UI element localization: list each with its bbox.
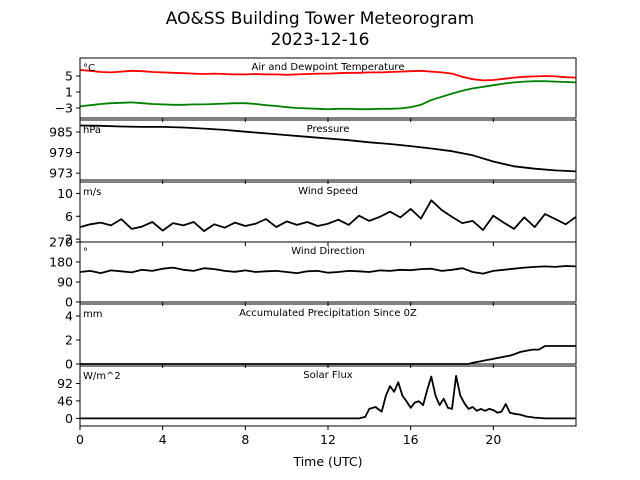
- series-line-wind-speed-0: [79, 199, 577, 233]
- panels-group: 51−3 °C Air and Dewpoint Temperature 985 979…: [49, 57, 577, 430]
- panel-solar-flux: 92 46 0 W/m^2 Solar Flux: [57, 365, 577, 430]
- x-axis-label: Time (UTC): [292, 454, 362, 469]
- panel-unit-label: mm: [83, 309, 102, 320]
- y-tick-label: 270: [49, 235, 73, 250]
- y-tick-label: 4: [65, 309, 73, 324]
- y-tick-label: 2: [65, 232, 73, 247]
- panel-title: Wind Direction: [291, 246, 365, 257]
- panel-title: Accumulated Precipitation Since 0Z: [239, 308, 417, 319]
- series-line-air-and-dewpoint-temperature-0: [79, 69, 577, 82]
- panel-air-and-dewpoint-temperature: 51−3 °C Air and Dewpoint Temperature: [55, 57, 577, 122]
- y-tick-label: 0: [65, 411, 73, 426]
- panel-title: Wind Speed: [298, 186, 358, 197]
- panel-unit-label: m/s: [83, 187, 101, 198]
- panel-pressure: 985 979 973 hPa Pressure: [49, 119, 577, 184]
- panel-title: Pressure: [307, 124, 350, 135]
- series-line-air-and-dewpoint-temperature-1: [79, 80, 577, 111]
- series-line-wind-direction-0: [79, 265, 577, 275]
- panel-unit-label: °C: [83, 63, 95, 74]
- panel-title: Air and Dewpoint Temperature: [252, 62, 405, 73]
- series-line-accumulated-precipitation-since-0z-0: [80, 345, 576, 365]
- y-tick-label: 985: [49, 125, 73, 140]
- panel-wind-direction: 270 180 90 0 ° Wind Direction: [49, 235, 577, 310]
- x-tick-label: 12: [320, 432, 336, 447]
- series-line-solar-flux-0: [80, 374, 576, 420]
- y-tick-label: 10: [57, 186, 73, 201]
- y-tick-label: 2: [65, 333, 73, 348]
- x-tick-label: 4: [159, 432, 167, 447]
- y-tick-label: 6: [65, 209, 73, 224]
- x-tick-label: 20: [485, 432, 501, 447]
- figure-title-line1: AO&SS Building Tower Meteorogram: [166, 9, 474, 29]
- y-tick-label: 5: [65, 69, 73, 84]
- panel-unit-label: °: [83, 247, 88, 258]
- panel-unit-label: W/m^2: [83, 371, 121, 382]
- x-tick-label: 16: [403, 432, 419, 447]
- panel-wind-speed: 10 6 2 m/s Wind Speed: [57, 181, 577, 247]
- y-tick-label: 46: [57, 393, 73, 408]
- y-tick-label: 92: [57, 376, 73, 391]
- y-tick-label: 0: [65, 295, 73, 310]
- y-tick-label: 973: [49, 166, 73, 181]
- y-tick-label: 1: [65, 85, 73, 100]
- panel-title: Solar Flux: [303, 370, 353, 381]
- y-tick-label: 180: [49, 255, 73, 270]
- y-tick-label: 0: [65, 357, 73, 372]
- y-tick-label: 90: [57, 275, 73, 290]
- panel-accumulated-precipitation-since-0z: 4 2 0 mm Accumulated Precipitation Since 0Z: [65, 303, 577, 372]
- x-tick-label: 8: [241, 432, 249, 447]
- y-tick-label: −3: [55, 101, 73, 116]
- y-tick-label: 979: [49, 145, 73, 160]
- figure-title-line2: 2023-12-16: [271, 30, 370, 50]
- panel-unit-label: hPa: [83, 125, 101, 136]
- x-tick-label: 0: [76, 432, 84, 447]
- series-line-pressure-0: [79, 124, 577, 173]
- x-axis: 0 4 8 12 16 20: [76, 432, 501, 447]
